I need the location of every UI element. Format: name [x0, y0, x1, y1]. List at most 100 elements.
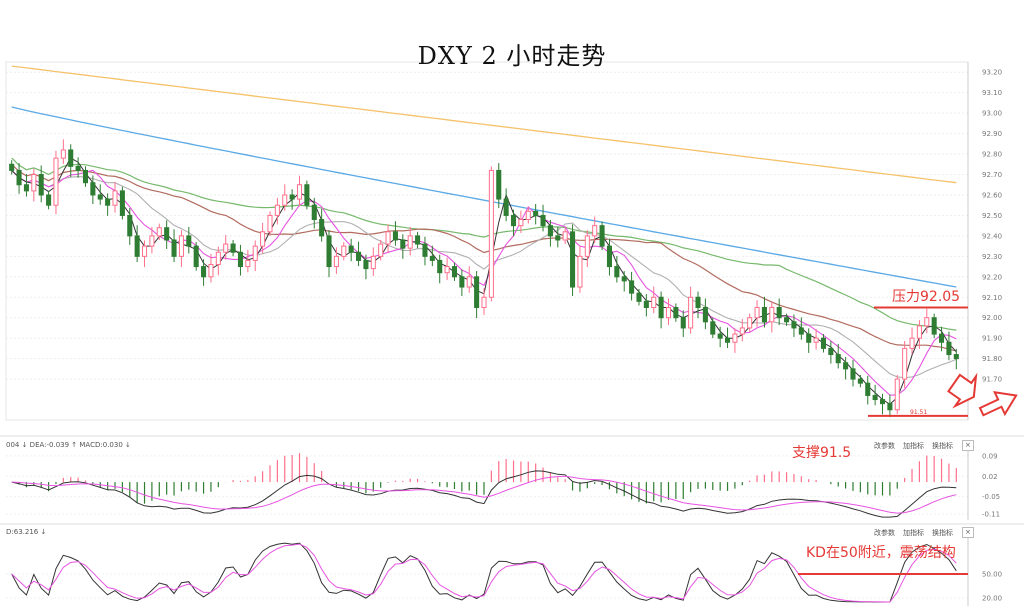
candle-down [533, 210, 539, 216]
macd-panel-header: 004 ↓ DEA:-0.039 ↑ MACD:0.030 ↓ [6, 441, 131, 449]
macd-ytick-label: -0.05 [982, 493, 1000, 501]
candle-down [105, 198, 111, 206]
candle-down [820, 337, 827, 349]
candle-up [149, 235, 155, 247]
ma-blue-line [11, 106, 957, 288]
ma-orange-line [11, 65, 957, 184]
main-ytick-label: 92.30 [982, 253, 1002, 261]
candle-down [695, 296, 701, 308]
kd-edit-params-button[interactable]: 改参数 [874, 529, 895, 537]
candle-down [230, 243, 236, 253]
down-arrow-icon [947, 372, 978, 409]
candle-down [415, 235, 421, 245]
candle-up [252, 245, 258, 261]
candle-down [474, 276, 480, 308]
candle-up [341, 245, 347, 257]
candle-down [555, 235, 561, 241]
candle-down [326, 235, 332, 268]
candle-up [481, 296, 487, 308]
candle-down [193, 245, 199, 268]
kd-annotation: KD在50附近，震荡结构 [806, 545, 956, 561]
candle-down [791, 321, 797, 329]
chart-title: DXY 2 小时走势 [417, 42, 607, 70]
main-ytick-label: 93.20 [982, 69, 1002, 77]
macd-close-icon[interactable]: × [962, 440, 974, 451]
candle-down [872, 394, 878, 401]
candle-down [761, 306, 767, 323]
resistance-annotation: 压力92.05 [892, 289, 961, 305]
candle-down [363, 259, 369, 270]
main-ytick-label: 91.70 [982, 376, 1002, 384]
candle-down [725, 337, 731, 343]
candle-down [717, 333, 723, 339]
candle-up [282, 194, 288, 206]
candle-down [784, 317, 790, 323]
candle-up [60, 149, 66, 159]
candle-up [592, 225, 598, 237]
candle-down [503, 198, 509, 216]
candle-up [378, 243, 384, 257]
kd-add-indicator-button[interactable]: 加指标 [903, 529, 924, 537]
candle-up [813, 337, 819, 343]
candle-up [754, 306, 760, 319]
candle-up [296, 184, 303, 200]
main-ytick-label: 92.20 [982, 273, 1002, 281]
macd-add-indicator-button[interactable]: 加指标 [903, 442, 924, 450]
ma-green-line [11, 157, 957, 331]
candle-down [843, 362, 849, 370]
candle-up [894, 378, 900, 411]
candle-down [547, 225, 553, 237]
macd-edit-params-button[interactable]: 改参数 [874, 442, 895, 450]
candle-down [614, 266, 620, 278]
ma-brown-line [11, 163, 957, 352]
candle-up [488, 169, 494, 298]
candle-down [237, 251, 243, 268]
candle-up [53, 157, 59, 206]
candle-up [562, 231, 568, 241]
main-ytick-label: 92.00 [982, 314, 1002, 322]
macd-switch-indicator-button[interactable]: 换指标 [932, 442, 953, 450]
candle-up [444, 266, 450, 274]
kd-close-icon[interactable]: × [962, 527, 974, 538]
candle-up [385, 231, 391, 245]
candle-down [9, 163, 15, 171]
candle-down [857, 378, 863, 384]
main-ytick-label: 92.50 [982, 212, 1002, 220]
kd-switch-indicator-button[interactable]: 换指标 [932, 529, 953, 537]
candle-down [636, 292, 642, 302]
candle-up [769, 306, 775, 323]
candle-down [459, 276, 465, 288]
candle-down [939, 333, 945, 343]
ma-pink-line [11, 169, 957, 396]
main-ytick-label: 92.10 [982, 294, 1002, 302]
candle-up [909, 337, 915, 349]
candle-down [702, 306, 708, 323]
candle-down [865, 382, 871, 396]
candle-down [16, 169, 22, 186]
low-price-label: 91.51 [910, 409, 927, 416]
candle-down [82, 169, 89, 184]
kd-panel-header: D:63.216 ↓ [6, 528, 47, 536]
candle-up [651, 296, 657, 308]
candle-up [260, 231, 266, 247]
candle-down [186, 235, 192, 247]
candle-down [289, 194, 295, 200]
candle-down [850, 368, 856, 380]
candle-up [466, 276, 472, 288]
main-ytick-label: 92.40 [982, 232, 1002, 240]
candle-up [223, 243, 229, 253]
candle-down [496, 169, 502, 200]
candle-down [570, 231, 576, 288]
candle-down [311, 204, 317, 221]
candle-up [267, 214, 273, 233]
kd-ytick-label: 20.00 [982, 595, 1002, 603]
candle-down [23, 184, 29, 192]
candle-down [451, 266, 458, 278]
candle-down [304, 184, 310, 206]
main-ytick-label: 93.10 [982, 89, 1002, 97]
candle-down [164, 227, 170, 241]
candle-down [643, 300, 649, 308]
candle-down [776, 306, 782, 319]
